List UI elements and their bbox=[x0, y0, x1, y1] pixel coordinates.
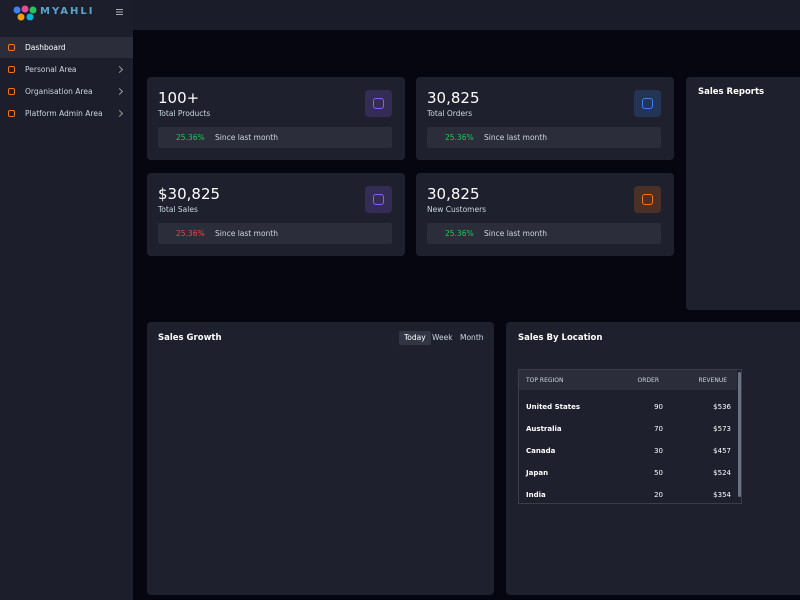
location-table: TOP REGION ORDER REVENUE United States 90 $53… bbox=[518, 369, 742, 504]
column-header: ORDER bbox=[637, 377, 659, 384]
sidebar: MYAHLI bbox=[0, 0, 133, 600]
stat-label: Total Orders bbox=[427, 109, 473, 118]
stat-label: New Customers bbox=[427, 205, 487, 214]
card-title: Sales By Location bbox=[518, 333, 603, 343]
brand: MYAHLI bbox=[40, 6, 95, 17]
table-cell: $524 bbox=[713, 469, 731, 477]
menu-item[interactable]: Personal Area bbox=[0, 59, 133, 80]
sales-reports-card: Sales Reports bbox=[686, 77, 800, 310]
table-cell: 20 bbox=[654, 491, 663, 499]
menu-icon bbox=[8, 88, 15, 95]
table-cell: $354 bbox=[713, 491, 731, 499]
stat-icon-glyph bbox=[642, 194, 653, 205]
table-cell: Australia bbox=[526, 425, 562, 433]
stat-icon-glyph bbox=[373, 194, 384, 205]
table-cell: India bbox=[526, 491, 546, 499]
change-strip: 25.36% Since last month bbox=[427, 223, 661, 244]
stat-icon-glyph bbox=[373, 98, 384, 109]
change-strip: 25.36% Since last month bbox=[158, 223, 392, 244]
menu-label: Organisation Area bbox=[25, 87, 93, 96]
change-value: 25.36% bbox=[445, 229, 474, 238]
change-note: Since last month bbox=[215, 229, 278, 238]
change-note: Since last month bbox=[215, 133, 278, 142]
stat-card: 100+ Total Products 25.36% Since last month bbox=[147, 77, 405, 160]
stat-card: $30,825 Total Sales 25.36% Since last month bbox=[147, 173, 405, 256]
tab[interactable]: Today bbox=[399, 331, 431, 345]
change-note: Since last month bbox=[484, 133, 547, 142]
tab[interactable]: Week bbox=[432, 333, 453, 342]
table-cell: Canada bbox=[526, 447, 556, 455]
menu-toggle[interactable] bbox=[116, 8, 124, 16]
stat-card: 30,825 New Customers 25.36% Since last mont… bbox=[416, 173, 674, 256]
sales-growth-card: Sales Growth Today Week Month bbox=[147, 322, 494, 595]
change-strip: 25.36% Since last month bbox=[427, 127, 661, 148]
table-cell: 70 bbox=[654, 425, 663, 433]
table-cell: $573 bbox=[713, 425, 731, 433]
stat-value: 30,825 bbox=[427, 185, 480, 203]
stat-icon bbox=[365, 186, 392, 213]
table-cell: Japan bbox=[526, 469, 549, 477]
column-header: TOP REGION bbox=[526, 377, 564, 384]
chevron bbox=[115, 109, 124, 118]
menu-icon bbox=[8, 110, 15, 117]
menu-icon bbox=[8, 44, 15, 51]
menu-icon bbox=[8, 66, 15, 73]
stat-icon bbox=[365, 90, 392, 117]
chevron bbox=[115, 87, 124, 96]
stat-label: Total Products bbox=[158, 109, 211, 118]
logo-icon bbox=[13, 5, 37, 21]
menu-label: Dashboard bbox=[25, 43, 66, 52]
table-cell: 90 bbox=[654, 403, 663, 411]
stat-value: 30,825 bbox=[427, 89, 480, 107]
change-value: 25.36% bbox=[445, 133, 474, 142]
sales-location-card: Sales By Location TOP REGION ORDER REVENUE U… bbox=[506, 322, 800, 595]
stat-icon-glyph bbox=[642, 98, 653, 109]
stat-label: Total Sales bbox=[158, 205, 198, 214]
table-header: TOP REGION ORDER REVENUE bbox=[519, 370, 737, 390]
table-cell: $536 bbox=[713, 403, 731, 411]
column-header: REVENUE bbox=[698, 377, 727, 384]
change-value: 25.36% bbox=[176, 133, 205, 142]
stat-value: 100+ bbox=[158, 89, 200, 107]
card-title: Sales Reports bbox=[698, 87, 765, 97]
top-bar bbox=[133, 0, 800, 30]
change-note: Since last month bbox=[484, 229, 547, 238]
stat-icon bbox=[634, 90, 661, 117]
menu-label: Personal Area bbox=[25, 65, 77, 74]
scrollbar bbox=[738, 372, 741, 497]
stat-value: $30,825 bbox=[158, 185, 221, 203]
table-cell: 50 bbox=[654, 469, 663, 477]
menu-item[interactable]: Organisation Area bbox=[0, 81, 133, 102]
change-strip: 25.36% Since last month bbox=[158, 127, 392, 148]
table-cell: 30 bbox=[654, 447, 663, 455]
change-value: 25.36% bbox=[176, 229, 205, 238]
stat-card: 30,825 Total Orders 25.36% Since last month bbox=[416, 77, 674, 160]
menu-label: Platform Admin Area bbox=[25, 109, 103, 118]
chevron bbox=[115, 65, 124, 74]
card-title: Sales Growth bbox=[158, 333, 222, 343]
table-cell: United States bbox=[526, 403, 580, 411]
menu-item[interactable]: Platform Admin Area bbox=[0, 103, 133, 124]
stat-icon bbox=[634, 186, 661, 213]
menu-item[interactable]: Dashboard bbox=[0, 37, 133, 58]
tab[interactable]: Month bbox=[460, 333, 484, 342]
table-cell: $457 bbox=[713, 447, 731, 455]
